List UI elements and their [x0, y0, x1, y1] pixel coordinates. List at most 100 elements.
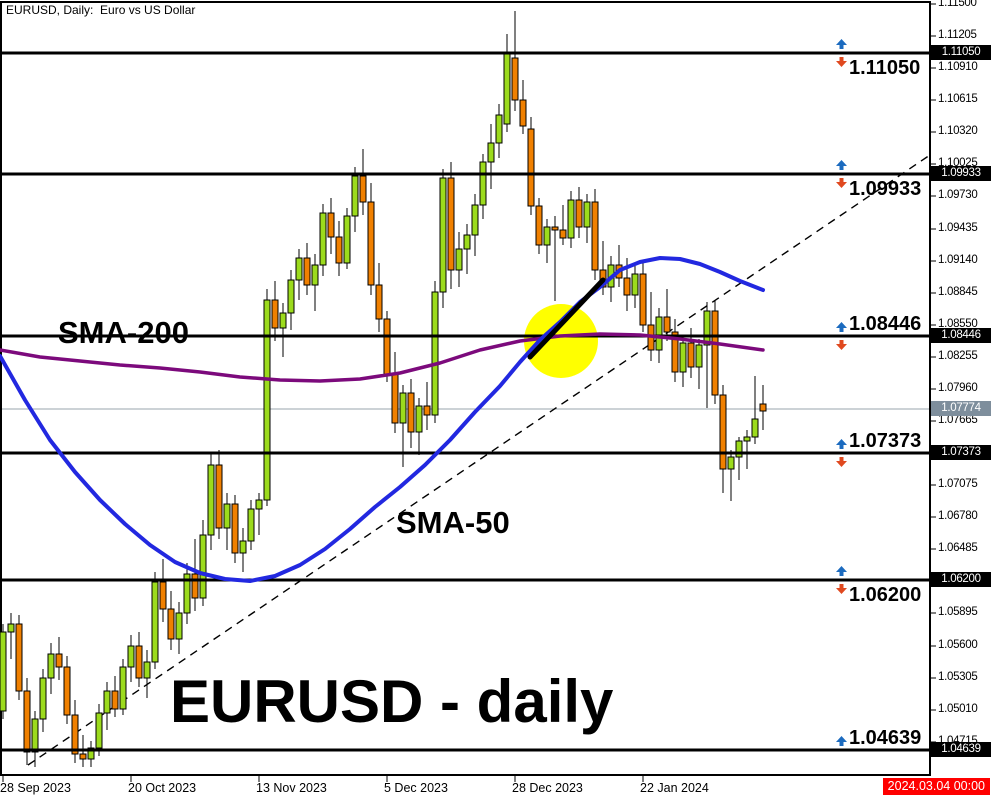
up-arrow-icon[interactable]: [836, 322, 847, 332]
level-price-label: 1.11050: [849, 57, 920, 79]
price-tick-label: 1.10910: [938, 61, 978, 73]
candle-body: [15, 623, 23, 692]
price-tick-label: 1.11500: [938, 0, 977, 9]
price-tick-label: 1.10025: [938, 157, 978, 169]
up-arrow-icon[interactable]: [836, 736, 847, 746]
candle-body: [655, 316, 663, 351]
down-arrow-icon[interactable]: [836, 57, 847, 67]
level-price-badge: 1.11050: [931, 45, 991, 60]
candle-body: [207, 464, 215, 536]
candle-body: [367, 201, 375, 286]
candle-body: [479, 161, 487, 206]
candle-body: [231, 503, 239, 554]
price-tick-label: 1.05600: [938, 639, 978, 651]
candle-body: [319, 212, 327, 266]
date-label: 5 Dec 2023: [384, 781, 448, 795]
candle-body: [463, 234, 471, 250]
down-arrow-icon[interactable]: [836, 584, 847, 594]
down-arrow-icon[interactable]: [836, 457, 847, 467]
candle-body: [103, 690, 111, 714]
up-arrow-icon[interactable]: [836, 566, 847, 576]
current-price-badge: 1.07774: [931, 401, 991, 416]
candle-body: [631, 273, 639, 296]
price-tick-label: 1.07075: [938, 478, 978, 490]
price-tick-label: 1.06485: [938, 542, 978, 554]
candle-body: [0, 631, 7, 712]
sma-200-line[interactable]: [0, 332, 765, 383]
candle-body: [639, 273, 647, 326]
price-tick-label: 1.07665: [938, 414, 978, 426]
candle-body: [567, 199, 575, 239]
candle-body: [111, 690, 119, 710]
up-arrow-icon[interactable]: [836, 160, 847, 170]
candle-body: [495, 114, 503, 144]
level-price-badge: 1.07373: [931, 445, 991, 460]
candle-body: [431, 291, 439, 416]
big-symbol-label: EURUSD - daily: [170, 668, 614, 735]
candle-body: [375, 284, 383, 320]
crossover-segment[interactable]: [527, 277, 606, 360]
candle-body: [255, 499, 263, 510]
price-tick-label: 1.09435: [938, 222, 978, 234]
price-tick-label: 1.05895: [938, 606, 978, 618]
candle-body: [143, 661, 151, 679]
chart-title: EURUSD, Daily: Euro vs US Dollar: [6, 3, 196, 17]
candle-body: [151, 581, 159, 663]
candle-body: [287, 279, 295, 314]
candle-body: [63, 666, 71, 716]
price-tick-label: 1.08550: [938, 318, 978, 330]
date-label: 13 Nov 2023: [256, 781, 327, 795]
price-tick-label: 1.10615: [938, 93, 978, 105]
price-tick-label: 1.08255: [938, 350, 978, 362]
level-price-label: 1.06200: [849, 584, 921, 606]
level-price-badge: 1.09933: [931, 166, 991, 181]
price-tick-label: 1.06780: [938, 510, 978, 522]
price-tick-label: 1.05010: [938, 703, 978, 715]
candle-body: [303, 257, 311, 286]
candle-body: [383, 318, 391, 375]
candle-body: [335, 236, 343, 264]
price-tick-label: 1.09730: [938, 189, 978, 201]
date-label: 20 Oct 2023: [128, 781, 197, 795]
candle-body: [623, 277, 631, 296]
candle-body: [591, 201, 599, 271]
date-label: 22 Jan 2024: [640, 781, 709, 795]
candle-body: [719, 394, 727, 470]
level-price-label: 1.07373: [849, 430, 921, 452]
candle-body: [455, 248, 463, 271]
down-arrow-icon[interactable]: [836, 178, 847, 188]
candle-body: [55, 653, 63, 668]
candle-body: [159, 581, 167, 610]
candle-body: [487, 142, 495, 163]
sma-50-line[interactable]: [0, 256, 765, 583]
candle-body: [535, 205, 543, 246]
candle-body: [215, 464, 223, 529]
candle-body: [551, 226, 559, 231]
candle-body: [759, 403, 767, 412]
candle-body: [391, 373, 399, 424]
down-arrow-icon[interactable]: [836, 340, 847, 350]
candle-body: [279, 312, 287, 329]
candle-body: [135, 645, 143, 679]
candle-body: [87, 747, 95, 760]
candle-body: [407, 392, 415, 433]
level-price-label: 1.08446: [849, 313, 921, 335]
candle-body: [751, 418, 759, 438]
candle-body: [415, 405, 423, 433]
candle-body: [695, 344, 703, 368]
candle-body: [127, 645, 135, 668]
level-price-badge: 1.08446: [931, 328, 991, 343]
candle-body: [575, 199, 583, 228]
candle-body: [95, 712, 103, 749]
level-price-label: 1.09933: [849, 178, 921, 200]
crossover-highlight-circle[interactable]: [524, 304, 598, 378]
candle-body: [687, 342, 695, 368]
sma-200-label: SMA-200: [58, 315, 189, 350]
candle-body: [31, 718, 39, 753]
price-tick-label: 1.11205: [938, 29, 977, 41]
candle-body: [39, 677, 47, 720]
up-arrow-icon[interactable]: [836, 39, 847, 49]
up-arrow-icon[interactable]: [836, 439, 847, 449]
price-tick-label: 1.10320: [938, 125, 978, 137]
